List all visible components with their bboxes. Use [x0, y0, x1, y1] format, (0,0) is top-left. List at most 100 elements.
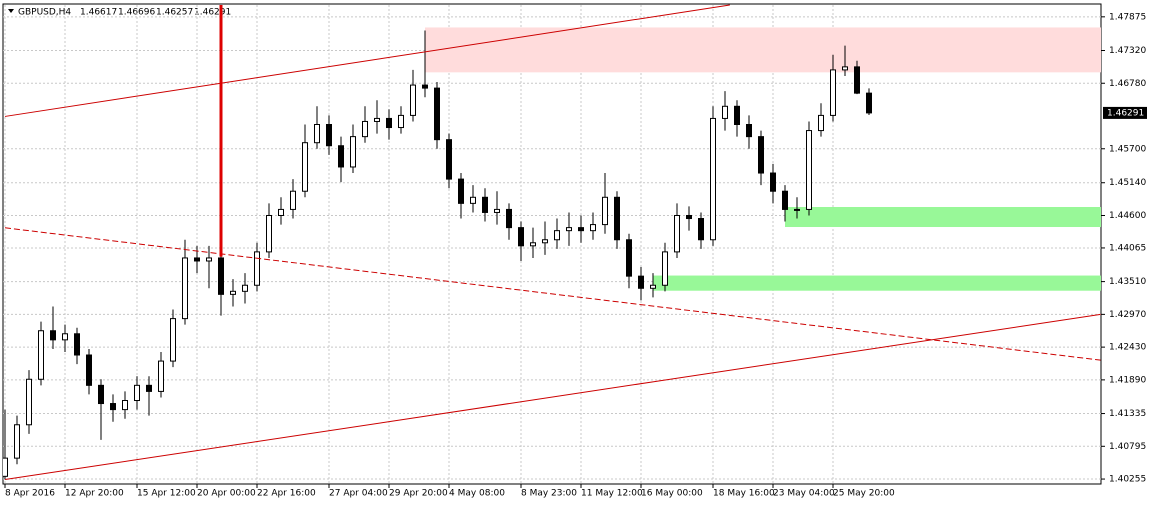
candle-body: [338, 145, 344, 168]
candle-body: [314, 124, 320, 144]
candle-body: [518, 227, 524, 247]
price-label-bg: [1103, 106, 1147, 119]
x-tick-label: 12 Apr 20:00: [65, 489, 124, 499]
x-tick-label: 23 May 04:00: [773, 489, 835, 499]
candle-body: [362, 120, 368, 138]
candle-body: [830, 69, 836, 116]
x-tick-label: 8 May 23:00: [521, 489, 577, 499]
candle-body: [758, 136, 764, 174]
y-tick-label: 1.43510: [1109, 277, 1146, 287]
y-tick-label: 1.46780: [1109, 79, 1146, 89]
candle-body: [854, 66, 860, 94]
candle-body: [278, 208, 284, 216]
candle-body: [26, 378, 32, 426]
y-tick-label: 1.42430: [1109, 343, 1146, 353]
zone: [653, 275, 1101, 291]
candle-body: [206, 257, 212, 262]
plot-inner: [3, 4, 1101, 483]
candle-body: [86, 354, 92, 386]
x-tick-label: 15 Apr 12:00: [137, 489, 196, 499]
x-tick-label: 22 Apr 16:00: [257, 489, 316, 499]
header-open: 1.46617: [80, 8, 117, 18]
x-tick-label: 25 May 20:00: [833, 489, 895, 499]
x-tick-label: 20 Apr 00:00: [197, 489, 256, 499]
candle-body: [38, 330, 44, 380]
x-tick-label: 18 May 16:00: [713, 489, 775, 499]
y-tick-label: 1.40795: [1109, 442, 1146, 452]
y-tick-label: 1.41890: [1109, 375, 1146, 385]
candle-body: [674, 214, 680, 253]
y-tick-label: 1.40255: [1109, 475, 1146, 485]
candle-body: [794, 208, 800, 211]
trend-line: [4, 313, 1101, 481]
candle-body: [422, 84, 428, 89]
y-tick-label: 1.47320: [1109, 46, 1146, 56]
x-tick-label: 11 May 12:00: [581, 489, 643, 499]
header-high: 1.46696: [118, 8, 155, 18]
candle-body: [50, 330, 56, 341]
candle-body: [734, 105, 740, 126]
trend-line: [4, 4, 730, 117]
candle-body: [506, 208, 512, 229]
candle-body: [542, 239, 548, 244]
y-tick-label: 1.42970: [1109, 310, 1146, 320]
y-tick-label: 1.45700: [1109, 144, 1146, 154]
candle-body: [290, 190, 296, 210]
current-price-label: 1.46291: [1107, 108, 1144, 118]
candle-body: [782, 190, 788, 210]
candle-body: [242, 284, 248, 292]
candle-body: [386, 117, 392, 129]
candle-body: [638, 275, 644, 289]
candle-body: [122, 400, 128, 411]
candle-body: [866, 92, 872, 114]
candle-body: [770, 172, 776, 192]
trend-line: [4, 227, 1101, 361]
candle-body: [722, 105, 728, 119]
y-tick-label: 1.47875: [1109, 12, 1146, 22]
x-tick-label: 8 Apr 2016: [5, 489, 55, 499]
x-tick-label: 29 Apr 20:00: [389, 489, 448, 499]
candle-body: [626, 239, 632, 277]
candle-body: [170, 318, 176, 362]
zone: [785, 206, 1101, 228]
menu-arrow[interactable]: [8, 9, 14, 13]
x-tick-label: 4 May 08:00: [449, 489, 505, 499]
candle-body: [494, 208, 500, 213]
candle-body: [458, 178, 464, 204]
candle-body: [446, 139, 452, 180]
candle-body: [98, 384, 104, 405]
candle-body: [578, 227, 584, 232]
candle-body: [566, 227, 572, 232]
candle-body: [602, 196, 608, 226]
x-tick-label: 16 May 00:00: [641, 489, 703, 499]
candle-body: [554, 230, 560, 241]
candle-body: [74, 333, 80, 356]
zone: [425, 27, 1101, 73]
candle-body: [818, 114, 824, 132]
candle-body: [614, 196, 620, 241]
candle-body: [746, 124, 752, 138]
candle-body: [662, 251, 668, 286]
candle-body: [710, 117, 716, 241]
symbol-title: GBPUSD,H4: [18, 8, 71, 18]
candle-body: [398, 114, 404, 129]
candle-body: [146, 384, 152, 392]
header-low: 1.46257: [156, 8, 193, 18]
x-tick-label: 27 Apr 04:00: [329, 489, 388, 499]
candle-body: [134, 384, 140, 402]
candle-body: [302, 142, 308, 192]
header: GBPUSD,H4 1.46617 1.46696 1.46257 1.4629…: [18, 8, 231, 18]
candle-body: [218, 257, 224, 295]
header-close: 1.46291: [194, 8, 231, 18]
candle-body: [374, 117, 380, 122]
candle-body: [194, 257, 200, 262]
plot-layer: [3, 4, 1101, 483]
plot-frame: [2, 3, 1102, 485]
candle-body: [698, 218, 704, 241]
y-tick-label: 1.44600: [1109, 211, 1146, 221]
candle-body: [470, 196, 476, 204]
candle-body: [434, 87, 440, 141]
candle-body: [410, 84, 416, 116]
